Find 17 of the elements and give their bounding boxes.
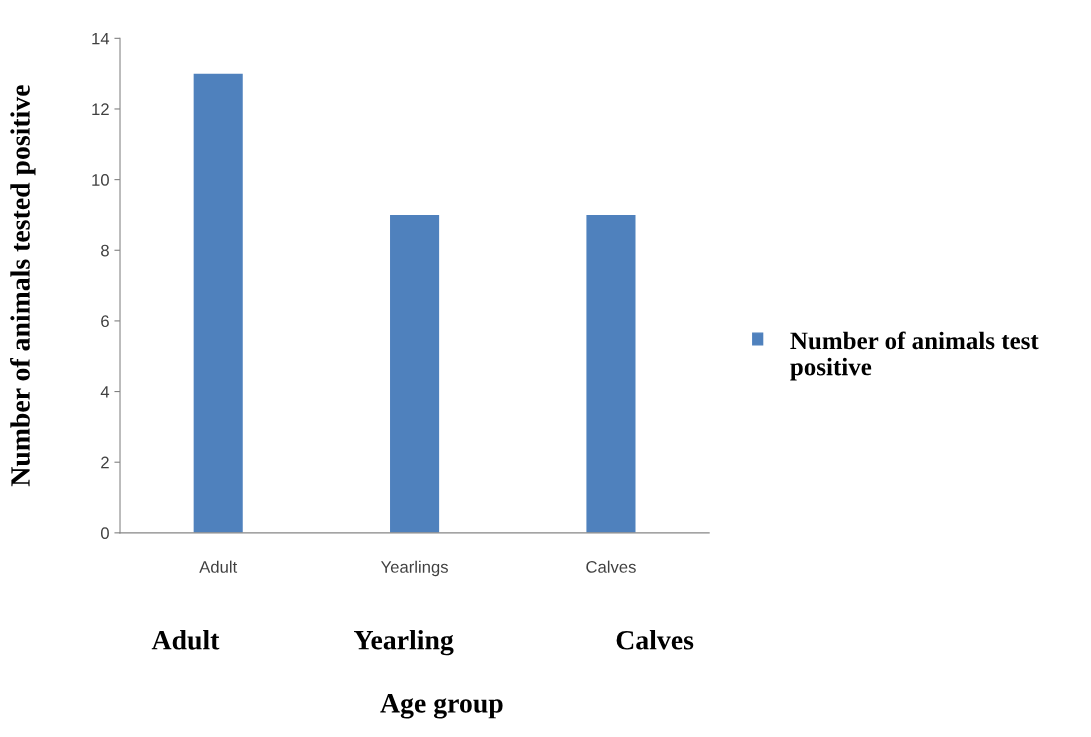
y-tick-label: 10 xyxy=(92,174,109,186)
y-axis-title: Number of animals tested positive xyxy=(10,85,36,487)
x-axis-title: Age group xyxy=(380,694,503,719)
y-tick-label: 12 xyxy=(92,103,109,116)
y-tick-label: 8 xyxy=(101,244,109,257)
x-tick-label: Adult xyxy=(199,560,238,573)
y-tick-label: 2 xyxy=(101,456,109,469)
y-tick-label: 0 xyxy=(100,527,109,540)
y-tick-label: 6 xyxy=(101,315,109,328)
text: Calves xyxy=(616,630,694,650)
legend-label: Number of animals test positive xyxy=(790,331,1039,381)
x-tick-label: Yearlings xyxy=(380,560,448,577)
x-tick-label: Calves xyxy=(586,560,636,573)
y-tick-label: 4 xyxy=(100,386,110,398)
text: Yearling xyxy=(354,629,454,656)
text: Adult xyxy=(151,630,220,650)
y-tick-label: 14 xyxy=(92,32,110,45)
